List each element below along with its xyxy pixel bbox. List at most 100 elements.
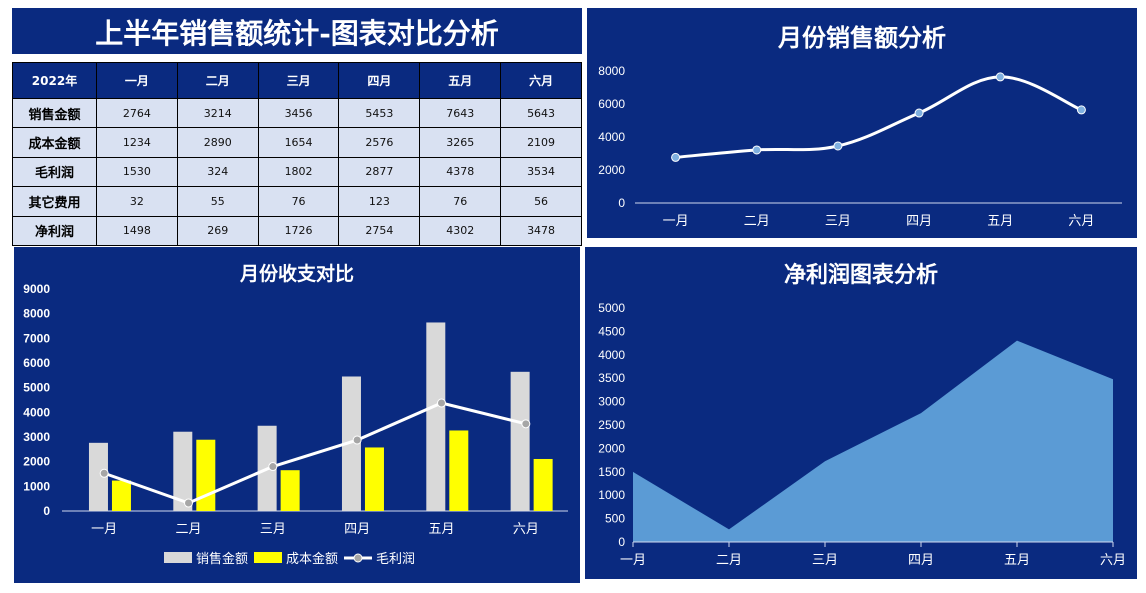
table-cell: 1802: [257, 156, 340, 188]
y-tick-label: 3000: [598, 395, 625, 409]
y-tick-label: 7000: [23, 331, 50, 345]
y-tick-label: 4500: [598, 324, 625, 338]
table-cell: 2754: [338, 215, 421, 247]
table-cell: 2109: [500, 127, 582, 158]
y-tick-label: 0: [618, 196, 625, 210]
table-cell: 76: [419, 186, 502, 217]
x-tick-label: 三月: [825, 214, 851, 229]
table-cell: 7643: [419, 97, 502, 129]
x-tick-label: 四月: [908, 553, 934, 568]
x-tick-label: 四月: [906, 214, 932, 229]
y-tick-label: 1000: [23, 479, 50, 493]
month-header: 二月: [176, 62, 259, 99]
bar-sales: [88, 442, 108, 511]
row-label: 毛利润: [12, 156, 97, 188]
y-tick-label: 2000: [598, 441, 625, 455]
legend-label: 毛利润: [376, 552, 415, 567]
gross-profit-point: [268, 462, 278, 472]
sales-point: [833, 141, 843, 151]
y-tick-label: 5000: [598, 301, 625, 315]
bar-sales: [426, 322, 446, 511]
summary-title-bar: 上半年销售额统计-图表对比分析: [12, 8, 582, 54]
bar-cost: [111, 480, 131, 511]
table-cell: 2877: [338, 156, 421, 188]
legend-marker: [353, 553, 363, 563]
gross-profit-point: [184, 498, 193, 508]
y-tick-label: 4000: [598, 130, 625, 144]
x-tick-label: 五月: [428, 522, 454, 537]
sales-chart: 0 2000 4000 6000 8000 一月 二月 三月 四月 五月 六月: [598, 64, 1122, 229]
x-tick-label: 一月: [620, 553, 646, 568]
row-label: 销售金额: [12, 97, 97, 129]
y-tick-label: 2500: [598, 418, 625, 432]
profit-chart-panel: 净利润图表分析 0 500 1000 1500 2000 2500 3000 3500 4000…: [585, 247, 1137, 579]
table-cell: 2576: [338, 127, 421, 158]
y-tick-label: 3500: [598, 371, 625, 385]
x-tick-label: 二月: [716, 553, 742, 568]
gross-profit-point: [521, 419, 531, 429]
table-cell: 1726: [257, 215, 340, 247]
summary-title: 上半年销售额统计-图表对比分析: [95, 17, 499, 50]
table-cell: 3214: [176, 97, 259, 129]
y-tick-label: 6000: [598, 97, 625, 111]
table-cell: 56: [500, 186, 582, 217]
table-header-row: 2022年 一月 二月 三月 四月 五月 六月: [12, 62, 582, 99]
y-tick-label: 1500: [598, 465, 625, 479]
y-tick-label: 0: [43, 504, 50, 518]
x-tick-label: 一月: [663, 214, 689, 229]
sales-point: [752, 145, 762, 155]
sales-point: [995, 72, 1005, 82]
legend-label: 成本金额: [286, 551, 338, 567]
x-tick-label: 一月: [91, 522, 117, 537]
combo-chart: 0 1000 2000 3000 4000 5000 6000 7000 8000 9000 一月 二…: [23, 282, 568, 567]
gross-profit-point: [352, 435, 362, 445]
table-cell: 269: [176, 215, 259, 247]
x-tick-label: 四月: [344, 522, 370, 537]
y-tick-label: 1000: [598, 488, 625, 502]
month-header: 五月: [419, 62, 502, 99]
table-row: 其它费用 32 55 76 123 76 56: [12, 186, 582, 217]
y-tick-label: 5000: [23, 381, 50, 395]
sales-chart-title: 月份销售额分析: [778, 23, 946, 52]
table-row: 毛利润 1530 324 1802 2877 4378 3534: [12, 156, 582, 188]
x-tick-label: 六月: [1068, 214, 1094, 229]
y-tick-label: 2000: [23, 455, 50, 469]
summary-table: 2022年 一月 二月 三月 四月 五月 六月 销售金额 2764 3214 3…: [12, 62, 582, 247]
legend-swatch: [254, 552, 282, 563]
bar-sales: [173, 431, 193, 511]
table-cell: 5643: [500, 97, 582, 129]
net-profit-area: [633, 340, 1113, 542]
table-cell: 123: [338, 186, 421, 217]
legend-label: 销售金额: [196, 551, 248, 567]
table-cell: 32: [96, 186, 178, 217]
table-cell: 3534: [500, 156, 582, 188]
bar-sales: [510, 371, 530, 511]
y-tick-label: 3000: [23, 430, 50, 444]
sales-point: [914, 108, 924, 118]
sales-line: [675, 75, 1083, 159]
x-tick-label: 五月: [1004, 553, 1030, 568]
table-cell: 324: [176, 156, 259, 188]
table-cell: 3265: [419, 127, 502, 158]
x-tick-label: 二月: [744, 214, 770, 229]
y-tick-label: 8000: [23, 307, 50, 321]
bar-cost: [196, 439, 216, 511]
table-row: 净利润 1498 269 1726 2754 4302 3478: [12, 215, 582, 247]
table-cell: 2890: [176, 127, 259, 158]
row-label: 其它费用: [12, 186, 97, 217]
x-tick-label: 三月: [812, 553, 838, 568]
table-row: 销售金额 2764 3214 3456 5453 7643 5643: [12, 97, 582, 129]
combo-chart-title: 月份收支对比: [239, 263, 354, 285]
month-header: 一月: [96, 62, 178, 99]
sales-point: [1076, 105, 1086, 115]
x-tick-label: 六月: [513, 522, 539, 537]
y-tick-label: 4000: [23, 405, 50, 419]
table-cell: 1498: [96, 215, 178, 247]
bar-cost: [280, 470, 300, 511]
gross-profit-point: [99, 468, 109, 478]
profit-chart: 0 500 1000 1500 2000 2500 3000 3500 4000 4500 5000…: [598, 301, 1126, 568]
x-tick-label: 三月: [260, 522, 286, 537]
x-tick-label: 六月: [1100, 553, 1126, 568]
row-label: 成本金额: [12, 127, 97, 158]
month-header: 三月: [257, 62, 340, 99]
